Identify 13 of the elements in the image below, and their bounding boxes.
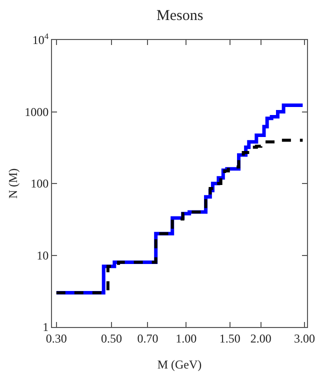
y-tick-label: 100 (30, 176, 49, 191)
chart-title: Mesons (156, 8, 204, 24)
x-tick-label: 3.00 (294, 331, 316, 346)
y-tick-label: 1000 (24, 104, 49, 119)
x-tick-label: 1.50 (219, 331, 240, 346)
y-tick-label: 10 (36, 248, 49, 262)
x-axis-title: M (GeV) (157, 357, 202, 372)
y-tick-label: 10$^{4}$ (32, 32, 50, 48)
y-axis-title: N (M) (6, 168, 20, 199)
x-tick-label: 0.50 (100, 331, 122, 346)
x-tick-label: 1.00 (176, 331, 197, 346)
x-tick-label: 0.70 (137, 331, 158, 346)
x-tick-label: 2.00 (250, 331, 272, 346)
